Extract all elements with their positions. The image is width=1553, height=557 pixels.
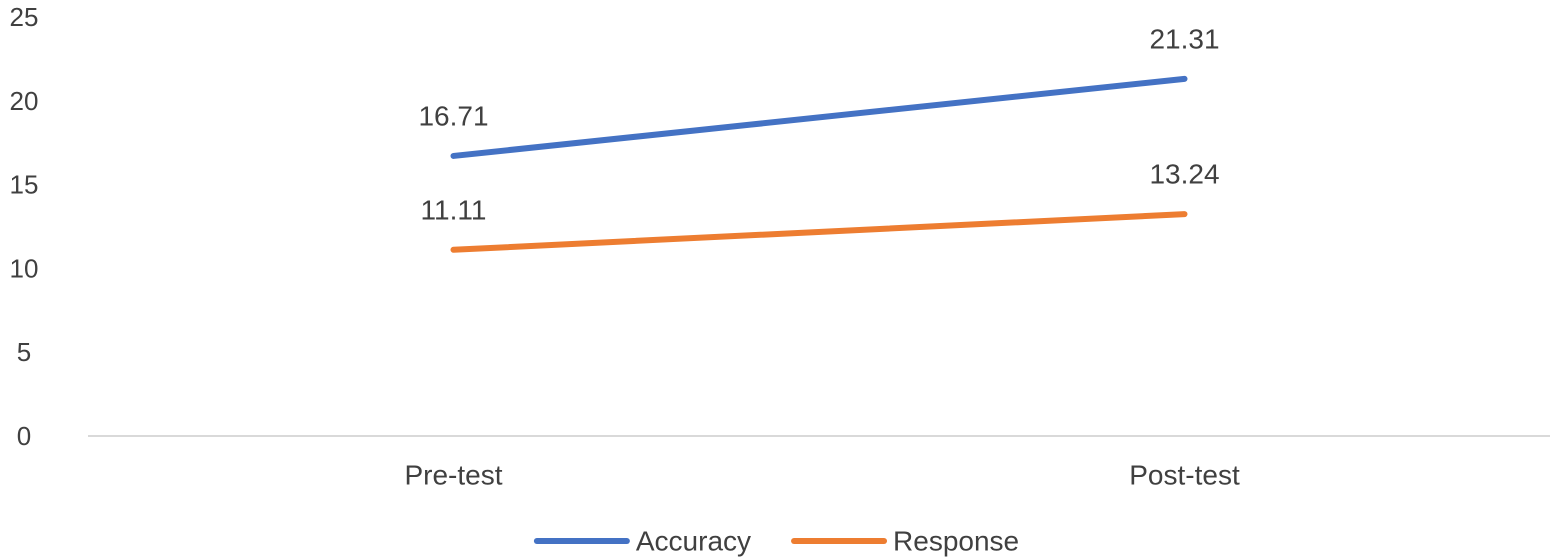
x-category-label: Pre-test <box>404 460 502 491</box>
y-tick-label: 5 <box>17 337 31 367</box>
legend-item-response: Response <box>791 526 1019 557</box>
y-tick-label: 20 <box>10 86 39 116</box>
data-label: 16.71 <box>418 100 488 131</box>
y-tick-label: 25 <box>10 2 39 32</box>
legend-label: Accuracy <box>636 526 751 557</box>
y-axis-ticks: 0 5 10 15 20 25 <box>10 2 39 451</box>
data-labels: 16.71 21.31 11.11 13.24 <box>418 23 1219 225</box>
x-axis-categories: Pre-test Post-test <box>404 460 1239 491</box>
series-line-response <box>450 211 1188 253</box>
x-category-label: Post-test <box>1129 460 1240 491</box>
legend-label: Response <box>893 526 1019 557</box>
legend: Accuracy Response <box>533 526 1019 557</box>
y-tick-label: 15 <box>10 170 39 200</box>
y-tick-label: 0 <box>17 421 31 451</box>
series-lines <box>450 75 1188 253</box>
data-label: 13.24 <box>1149 159 1219 190</box>
series-line-accuracy <box>450 75 1188 159</box>
y-tick-label: 10 <box>10 253 39 283</box>
legend-item-accuracy: Accuracy <box>533 526 751 557</box>
data-label: 11.11 <box>421 194 487 225</box>
data-label: 21.31 <box>1149 23 1219 54</box>
